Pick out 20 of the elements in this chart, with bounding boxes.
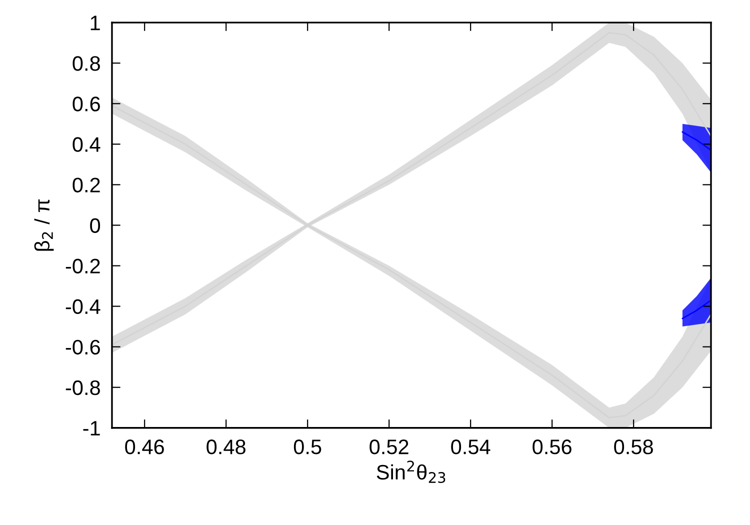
- y-tick-label: -0.6: [66, 340, 100, 355]
- x-tick-label: 0.58: [614, 440, 653, 454]
- x-axis-title: Sin$^{2}$θ$_{23}$: [376, 460, 446, 484]
- y-tick-label: 0: [90, 218, 100, 233]
- y-tick-label: 0.8: [72, 56, 100, 71]
- y-tick-label: -0.8: [66, 380, 100, 396]
- x-tick-label: 0.52: [370, 440, 408, 454]
- x-tick-label: 0.54: [451, 440, 490, 454]
- y-tick-label: 0.2: [72, 178, 100, 192]
- y-tick-label: -1: [83, 421, 100, 436]
- y-tick-label: 1: [90, 16, 100, 30]
- y-tick-label: -0.4: [66, 299, 100, 314]
- y-axis-title: β$_{2}$ / π: [34, 199, 54, 251]
- x-tick-label: 0.46: [125, 440, 164, 454]
- y-tick-label: 0.6: [72, 96, 100, 112]
- y-tick-label: -0.2: [66, 258, 100, 274]
- x-tick-label: 0.48: [206, 440, 246, 454]
- x-tick-label: 0.56: [532, 440, 572, 454]
- x-tick-label: 0.5: [294, 440, 322, 454]
- y-tick-label: 0.4: [72, 137, 100, 152]
